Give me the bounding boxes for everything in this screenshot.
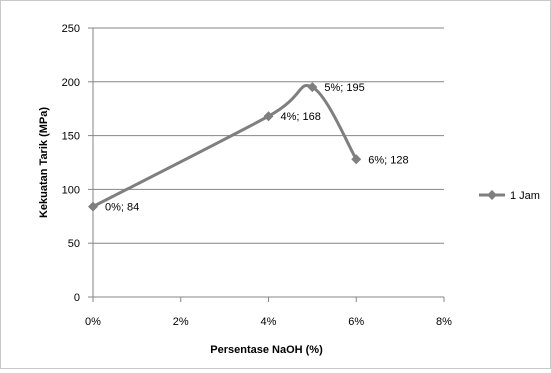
y-tick-label: 150 — [62, 131, 80, 143]
series-line-1-jam — [92, 84, 358, 208]
series-markers — [88, 82, 362, 212]
data-point-marker — [307, 82, 318, 93]
y-tick-label: 250 — [62, 23, 80, 35]
data-label: 5%; 195 — [324, 82, 364, 94]
grid-lines — [93, 27, 444, 244]
x-axis-title: Persentase NaOH (%) — [210, 344, 323, 356]
x-tick-label: 8% — [436, 316, 452, 328]
legend-label: 1 Jam — [510, 190, 540, 202]
y-tick-label: 0 — [74, 292, 80, 304]
data-label: 4%; 168 — [281, 111, 321, 123]
x-tick-label: 2% — [173, 316, 189, 328]
data-point-marker — [351, 154, 362, 165]
x-tick-label: 0% — [85, 316, 101, 328]
x-tick-labels: 0% 2% 4% 6% 8% — [85, 297, 452, 328]
y-tick-label: 100 — [62, 184, 80, 196]
x-tick-label: 6% — [348, 316, 364, 328]
legend-marker-diamond — [487, 190, 497, 200]
y-tick-label: 50 — [68, 238, 80, 250]
y-axis-title: Kekuatan Tarik (MPa) — [38, 107, 50, 218]
y-tick-label: 200 — [62, 77, 80, 89]
data-label: 0%; 84 — [105, 202, 139, 214]
data-labels: 0%; 84 4%; 168 5%; 195 6%; 128 — [105, 82, 409, 213]
x-tick-label: 4% — [261, 316, 277, 328]
data-point-marker — [88, 201, 98, 212]
legend: 1 Jam — [479, 190, 540, 202]
data-point-marker — [263, 111, 274, 122]
data-label: 6%; 128 — [368, 154, 408, 166]
y-tick-labels: 0 50 100 150 200 250 — [62, 23, 93, 304]
